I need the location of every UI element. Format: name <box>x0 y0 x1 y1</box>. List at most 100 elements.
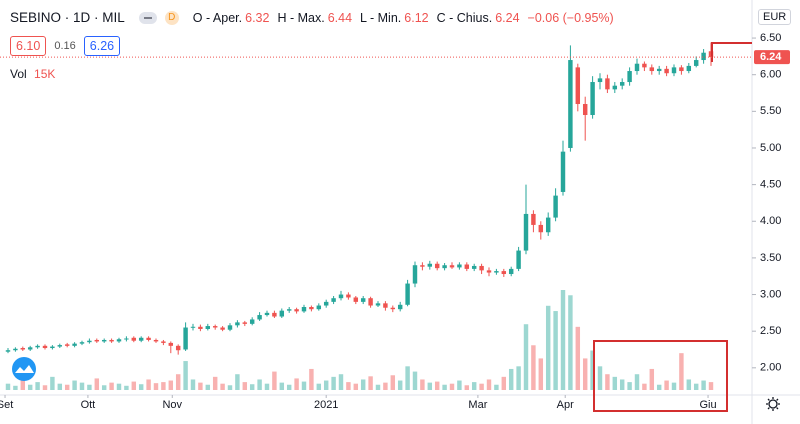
volume-bar <box>405 366 410 390</box>
volume-bar <box>412 371 418 390</box>
candle-body <box>449 265 455 268</box>
volume-bar <box>457 380 462 390</box>
candle-body <box>464 264 470 269</box>
candle-body <box>627 71 632 83</box>
bid-ask: 6.10 0.16 6.26 <box>10 36 121 56</box>
candle-body <box>116 339 122 342</box>
volume-bar <box>464 385 470 390</box>
candle-body <box>20 348 26 350</box>
volume-bar <box>397 380 403 390</box>
volume-bar <box>42 385 48 390</box>
currency[interactable]: EUR <box>758 9 792 25</box>
candle-body <box>272 312 277 317</box>
volume-bar <box>605 374 610 390</box>
candle-body <box>508 268 514 275</box>
volume-bar <box>87 384 92 390</box>
volume-bar <box>375 384 381 390</box>
interval-badge[interactable]: D <box>164 10 179 25</box>
toggle[interactable] <box>138 11 157 24</box>
volume-bar <box>316 383 322 390</box>
volume-bar <box>153 383 159 390</box>
candle-body <box>649 67 655 72</box>
candle-body <box>397 304 403 310</box>
candle-body <box>242 322 248 324</box>
candle-body <box>124 338 129 340</box>
y-tick-label: 5.50 <box>760 105 781 117</box>
candle-body <box>701 52 706 61</box>
volume-bar <box>50 376 55 390</box>
x-tick-label: Set <box>0 399 13 411</box>
x-tick-label: Nov <box>162 399 182 411</box>
volume-bar <box>294 378 299 390</box>
candle-body <box>457 264 462 268</box>
candle-body <box>205 326 211 329</box>
candle-body <box>568 60 573 148</box>
volume-bar <box>168 380 174 390</box>
volume-bar <box>693 383 699 390</box>
volume-bar <box>427 382 433 390</box>
ask[interactable]: 6.26 <box>83 36 121 56</box>
volume-label: Vol <box>10 67 27 81</box>
volume-legend: Vol 15K <box>10 67 55 81</box>
y-tick-label: 3.00 <box>760 288 781 300</box>
close-label: C - Chius. <box>436 10 493 25</box>
volume-bar <box>494 384 499 390</box>
volume-bar <box>686 379 692 390</box>
volume-bar <box>183 361 188 390</box>
candle-body <box>442 265 447 269</box>
candle-body <box>212 326 218 328</box>
candle-body <box>79 342 85 344</box>
volume-bar <box>368 376 373 390</box>
candle-body <box>301 306 307 312</box>
volume-bar <box>175 374 181 390</box>
candle-body <box>153 339 159 342</box>
volume-bar <box>301 381 307 390</box>
volume-bar <box>420 379 425 390</box>
candle-body <box>198 326 203 329</box>
candle-body <box>286 309 292 311</box>
candle-body <box>368 298 373 306</box>
volume-bar <box>390 375 396 390</box>
candle-body <box>42 345 48 349</box>
candle-body <box>146 337 151 340</box>
close-value: 6.24 <box>495 10 520 25</box>
candle-body <box>323 301 329 306</box>
settings-icon[interactable] <box>766 397 780 411</box>
y-tick-label: 5.00 <box>760 142 781 154</box>
candle-body <box>168 342 174 346</box>
volume-bar <box>649 368 655 390</box>
volume-bar <box>57 383 63 390</box>
high-label: H - Max. <box>277 10 325 25</box>
candle-body <box>553 195 558 218</box>
volume-bar <box>708 382 714 390</box>
volume-bar <box>35 382 40 390</box>
volume-bar <box>701 380 706 390</box>
candle-body <box>279 310 285 317</box>
volume-bar <box>72 380 77 390</box>
x-tick-label: Giu <box>699 399 716 411</box>
y-tick-label: 2.00 <box>760 362 781 374</box>
y-tick-label: 4.00 <box>760 215 781 227</box>
candle-body <box>138 337 144 341</box>
volume-bar <box>353 383 359 390</box>
drawn-rectangle <box>593 340 728 412</box>
x-tick-label: Mar <box>468 399 487 411</box>
volume-bar <box>116 383 122 390</box>
candle-body <box>316 305 322 310</box>
candle-body <box>479 265 484 271</box>
bid[interactable]: 6.10 <box>10 36 47 56</box>
volume-bar <box>346 382 351 390</box>
symbol-title[interactable]: SEBINO · 1D · MIL <box>10 10 125 25</box>
change: −0.06 (−0.95%) <box>527 10 614 25</box>
volume-bar <box>138 384 144 390</box>
last-price-label: 6.24 <box>760 51 782 63</box>
volume-bar <box>538 358 544 390</box>
low-value: 6.12 <box>404 10 429 25</box>
volume-bar <box>434 381 440 390</box>
volume-bar <box>131 381 137 390</box>
volume-bar <box>257 379 262 390</box>
candle-body <box>582 104 588 116</box>
last-price-box <box>754 50 790 65</box>
volume-bar <box>553 311 558 390</box>
